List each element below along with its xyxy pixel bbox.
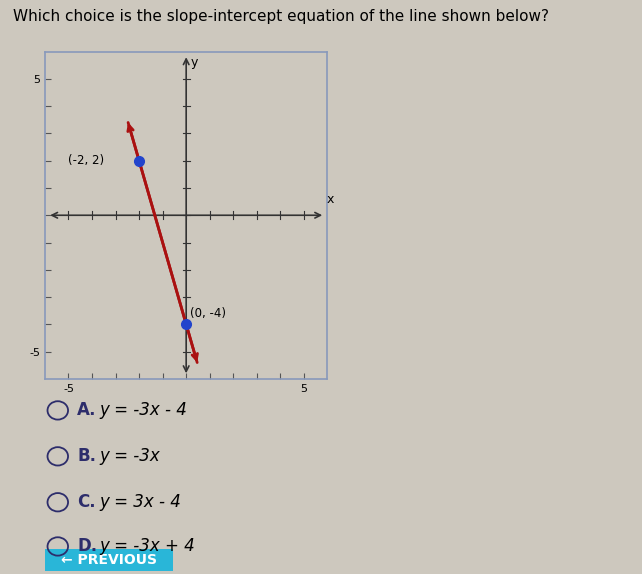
Text: C.: C. <box>77 493 96 511</box>
Text: B.: B. <box>77 447 96 466</box>
Text: Which choice is the slope-intercept equation of the line shown below?: Which choice is the slope-intercept equa… <box>13 9 549 24</box>
Text: x: x <box>326 193 334 205</box>
Text: A.: A. <box>77 401 96 420</box>
Text: (-2, 2): (-2, 2) <box>67 154 104 167</box>
Text: y = 3x - 4: y = 3x - 4 <box>100 493 182 511</box>
Text: D.: D. <box>77 537 97 556</box>
Text: y = -3x - 4: y = -3x - 4 <box>100 401 187 420</box>
Text: y = -3x + 4: y = -3x + 4 <box>100 537 195 556</box>
Text: ← PREVIOUS: ← PREVIOUS <box>61 553 157 567</box>
Text: y: y <box>191 56 198 69</box>
Text: (0, -4): (0, -4) <box>190 307 226 320</box>
Text: y = -3x: y = -3x <box>100 447 160 466</box>
